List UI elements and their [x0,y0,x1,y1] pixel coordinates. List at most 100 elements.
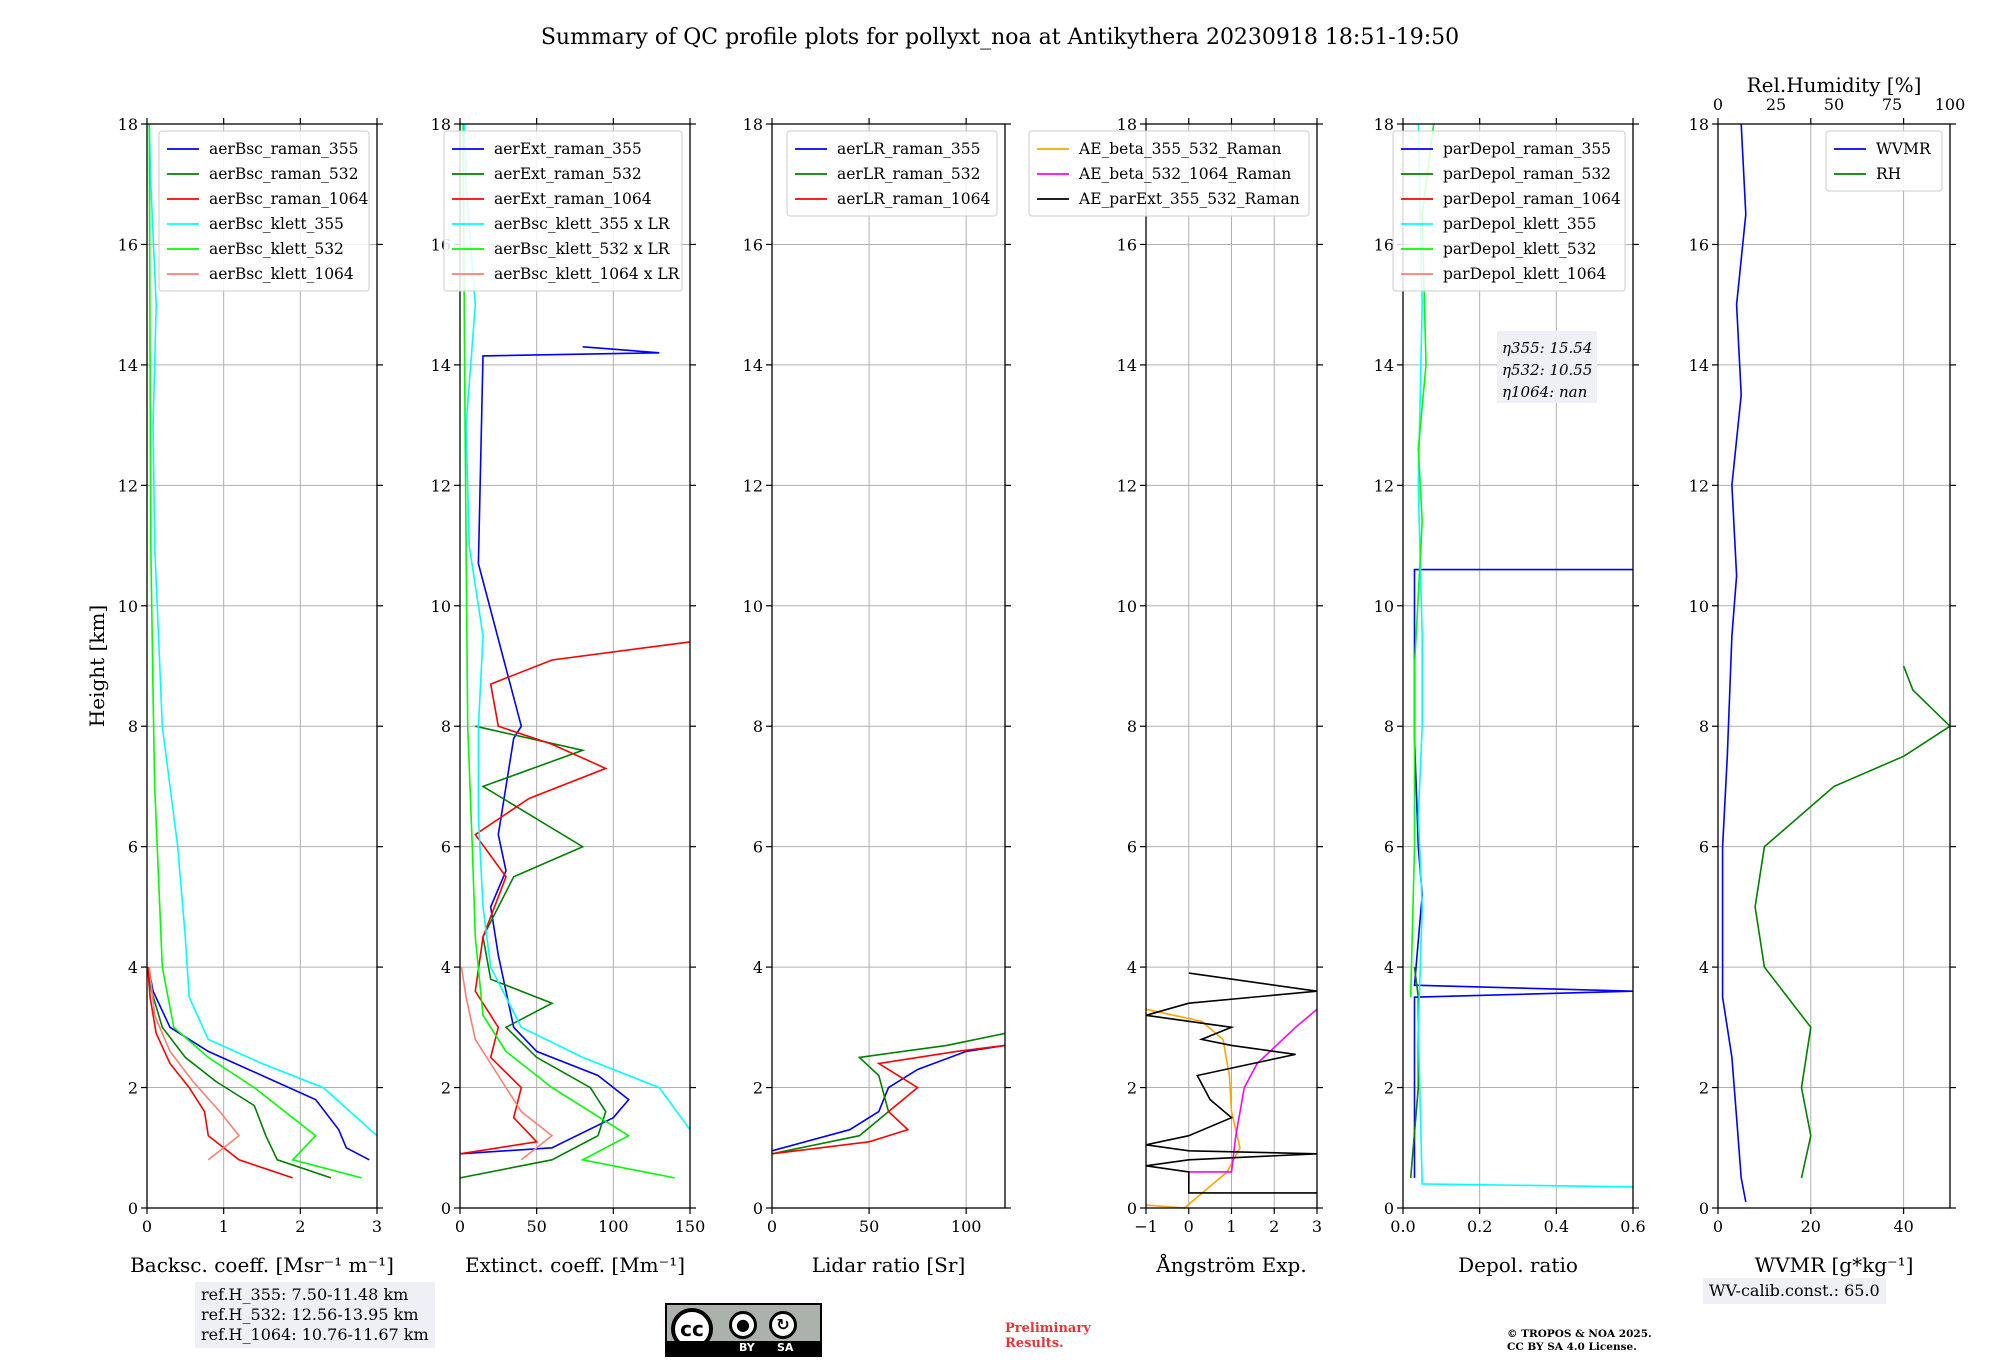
series-parDepol_raman_355 [1413,568,1634,1178]
panel-5: 0 2 4 6 8 10 12 14 16 18 0.0 0.2 0.4 0.6 Depol. ratio p… [1374,115,1646,1277]
refh-1064: ref.H_1064: 10.76-11.67 km [201,1325,429,1344]
legend: aerBsc_raman_355 aerBsc_raman_532 aerBsc_r… [158,130,370,292]
x-tick-label: −1 [1134,1217,1158,1236]
series-aerBsc_raman_532 [147,966,332,1179]
y-tick-label: 6 [1699,838,1709,857]
legend-box [158,130,370,292]
y-tick-label: 14 [1374,356,1394,375]
x-tick-label: 1 [1226,1217,1236,1236]
x-tick-label: 0 [142,1217,152,1236]
y-tick-label: 10 [1117,597,1137,616]
legend: AE_beta_355_532_Raman AE_beta_532_1064_Ra… [1028,130,1310,217]
share-alike-icon: ↻ [769,1311,797,1339]
x-tick-label: 2 [1269,1217,1279,1236]
legend-label: RH [1876,165,1901,183]
x-tick-label: 40 [1893,1217,1913,1236]
y-tick-label: 6 [441,838,451,857]
axes-frame [1402,123,1634,1209]
y-tick-label: 8 [128,717,138,736]
y-tick-label: 2 [441,1079,451,1098]
series-aerLR_raman_1064 [771,1044,1006,1155]
legend-label: aerBsc_raman_1064 [209,190,369,208]
legend: WVMR RH [1825,130,1943,192]
legend-label: aerBsc_raman_532 [209,165,359,183]
y-tick-label: 4 [441,958,451,977]
legend-label: aerBsc_klett_532 [209,240,344,258]
legend-label: aerExt_raman_1064 [494,190,652,208]
x-tick-label: 2 [295,1217,305,1236]
legend-label: aerExt_raman_355 [494,140,642,158]
x-tick-label: 0.4 [1544,1217,1569,1236]
x-tick-label: 3 [1312,1217,1322,1236]
y-tick-label: 18 [1689,115,1709,134]
series-aerExt_raman_1064 [459,641,691,1155]
rh-top-axis: 0 25 50 75 100 Rel.Humidity [%] [1713,73,1965,114]
cc-by-label: BY [739,1341,755,1354]
y-tick-label: 12 [431,476,451,495]
legend-label: aerBsc_klett_355 [209,215,344,233]
rh-axis-label: Rel.Humidity [%] [1747,73,1922,97]
legend-label: aerBsc_klett_1064 x LR [494,265,681,283]
y-tick-label: 6 [1127,838,1137,857]
y-tick-label: 12 [1374,476,1394,495]
preliminary-line-1: Preliminary [1005,1321,1091,1336]
legend-label: parDepol_klett_1064 [1443,265,1606,283]
y-tick-label: 2 [1699,1079,1709,1098]
y-tick-label: 2 [753,1079,763,1098]
axes-frame [459,123,691,1209]
rh-tick-label: 25 [1766,95,1786,114]
y-tick-label: 0 [441,1199,451,1218]
y-tick-label: 8 [1127,717,1137,736]
y-tick-label: 2 [128,1079,138,1098]
legend-label: parDepol_klett_532 [1443,240,1596,258]
panel-3: 0 2 4 6 8 10 12 14 16 18 0 50 100 Lidar ratio [Sr] aer… [743,115,1011,1277]
y-tick-label: 0 [128,1199,138,1218]
legend-label: aerLR_raman_355 [837,140,980,158]
legend-box [443,130,683,292]
legend: aerExt_raman_355 aerExt_raman_532 aerExt_r… [443,130,683,292]
y-tick-label: 0 [1384,1199,1394,1218]
x-tick-label: 0.2 [1467,1217,1492,1236]
series-aerExt_raman_532 [459,725,607,1179]
legend-label: aerBsc_klett_1064 [209,265,354,283]
y-tick-label: 0 [1699,1199,1709,1218]
eta-value: η1064: nan [1502,383,1587,401]
series-aerBsc_raman_355 [147,966,370,1161]
y-tick-label: 16 [1689,235,1709,254]
wv-calib-const: WV-calib.const.: 65.0 [1709,1281,1880,1300]
axes-frame [771,123,1006,1209]
series-aerBsc_klett_1064 x LR [460,966,554,1161]
y-tick-label: 14 [1117,356,1137,375]
legend-label: aerLR_raman_1064 [837,190,990,208]
y-tick-label: 16 [743,235,763,254]
y-tick-label: 12 [743,476,763,495]
x-tick-label: 50 [859,1217,879,1236]
x-tick-label: 100 [598,1217,629,1236]
wv-calib-box: WV-calib.const.: 65.0 [1703,1278,1886,1304]
y-axis-label: Height [km] [85,605,109,727]
legend: parDepol_raman_355 parDepol_raman_532 parD… [1392,130,1626,292]
refh-355: ref.H_355: 7.50-11.48 km [201,1285,409,1304]
x-axis-label: Extinct. coeff. [Mm⁻¹] [465,1253,685,1277]
series-aerBsc_klett_355 x LR [463,123,691,1131]
y-tick-label: 2 [1127,1079,1137,1098]
legend-label: AE_beta_355_532_Raman [1078,140,1281,158]
x-tick-label: 150 [675,1217,706,1236]
y-tick-label: 16 [1117,235,1137,254]
y-tick-label: 2 [1384,1079,1394,1098]
preliminary-note: Preliminary Results. [1005,1321,1091,1351]
legend-label: AE_beta_532_1064_Raman [1078,165,1291,183]
y-tick-label: 8 [1384,717,1394,736]
x-tick-label: 0 [455,1217,465,1236]
x-tick-label: 100 [951,1217,982,1236]
x-axis-label: WVMR [g*kg⁻¹] [1755,1253,1914,1277]
attribution-person-icon: ● [729,1311,757,1339]
y-tick-label: 10 [431,597,451,616]
y-tick-label: 18 [743,115,763,134]
legend-label: WVMR [1876,140,1932,158]
series-aerBsc_klett_355 [148,123,378,1137]
